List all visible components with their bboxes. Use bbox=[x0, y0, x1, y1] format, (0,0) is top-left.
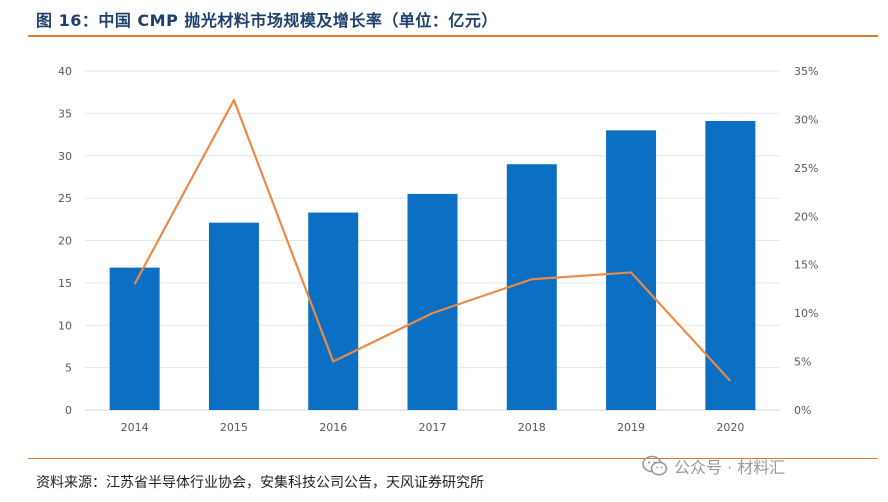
left-tick-label: 20 bbox=[58, 235, 72, 248]
left-tick-label: 10 bbox=[58, 319, 72, 332]
x-tick-label: 2020 bbox=[716, 421, 744, 434]
left-tick-label: 5 bbox=[65, 362, 72, 375]
watermark-text: 公众号 · 材料汇 bbox=[674, 458, 786, 477]
growth-line-series bbox=[133, 98, 732, 382]
left-tick-label: 40 bbox=[58, 65, 72, 78]
bar-series bbox=[109, 121, 756, 410]
bar bbox=[407, 193, 458, 410]
x-tick-label: 2014 bbox=[121, 421, 149, 434]
x-tick-label: 2018 bbox=[518, 421, 546, 434]
bar bbox=[308, 212, 359, 410]
right-tick-label: 10% bbox=[794, 307, 818, 320]
left-tick-label: 25 bbox=[58, 192, 72, 205]
left-tick-label: 15 bbox=[58, 277, 72, 290]
x-axis-ticks: 2014 2015 2016 2017 2018 2019 2020 bbox=[121, 421, 745, 434]
x-tick-label: 2016 bbox=[319, 421, 347, 434]
bar bbox=[109, 267, 160, 410]
bar bbox=[705, 121, 756, 410]
figure-title: 图 16：中国 CMP 抛光材料市场规模及增长率（单位：亿元） bbox=[36, 11, 498, 30]
x-tick-label: 2015 bbox=[220, 421, 248, 434]
right-tick-label: 0% bbox=[794, 404, 811, 417]
right-tick-label: 25% bbox=[794, 162, 818, 175]
wechat-icon bbox=[642, 455, 668, 476]
right-axis-ticks: 0% 5% 10% 15% 20% 25% 30% 35% bbox=[794, 65, 818, 417]
left-axis-ticks: 0 5 10 15 20 25 30 35 40 bbox=[58, 65, 72, 417]
left-tick-label: 0 bbox=[65, 404, 72, 417]
right-tick-label: 35% bbox=[794, 65, 818, 78]
bar bbox=[606, 130, 657, 410]
left-tick-label: 35 bbox=[58, 107, 72, 120]
right-tick-label: 20% bbox=[794, 210, 818, 223]
x-tick-label: 2017 bbox=[419, 421, 447, 434]
bar bbox=[208, 222, 259, 410]
bar bbox=[506, 164, 557, 410]
x-tick-label: 2019 bbox=[617, 421, 645, 434]
left-tick-label: 30 bbox=[58, 150, 72, 163]
source-rule bbox=[28, 458, 878, 459]
source-note: 资料来源：江苏省半导体行业协会，安集科技公司公告，天风证券研究所 bbox=[36, 475, 484, 491]
right-tick-label: 15% bbox=[794, 259, 818, 272]
right-tick-label: 5% bbox=[794, 356, 811, 369]
right-tick-label: 30% bbox=[794, 113, 818, 126]
title-rule bbox=[28, 35, 878, 37]
watermark: 公众号 · 材料汇 bbox=[642, 454, 785, 478]
